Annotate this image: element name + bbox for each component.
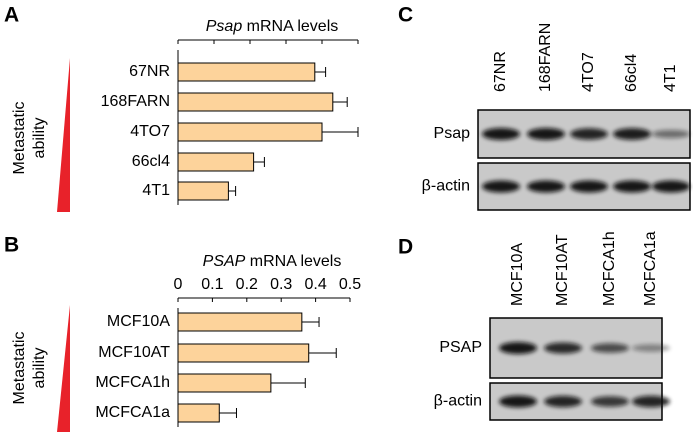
row-label: Psap [434,125,471,142]
panel-letter: D [398,236,413,259]
category-label: MCFCA1a [95,404,170,421]
blot-band [527,180,565,193]
bar [177,343,310,363]
blot-band [652,180,690,193]
bar [177,312,303,332]
bar [177,152,255,172]
row-label: β-actin [422,178,470,195]
gradient-triangle [57,305,70,432]
lane-label: 4TO7 [580,52,597,92]
blot-band [482,180,520,193]
bar [177,122,323,142]
blot-band [499,342,537,354]
x-tick-label: 0.4 [304,276,326,293]
x-tick-label: 0.3 [270,276,292,293]
panel-letter: A [4,4,19,27]
category-label: 168FARN [101,93,170,110]
row-label: PSAP [439,339,482,356]
bar [177,62,316,82]
blot-band [591,343,629,353]
category-label: MCF10AT [98,344,170,361]
gradient-triangle [57,58,70,212]
blot-band [652,129,690,139]
lane-label: MCF10A [509,243,526,306]
lane-label: MCF10AT [554,234,571,306]
y-label-line: ability [31,348,48,389]
panel-letter: B [4,234,19,257]
bar [177,403,220,423]
bar [177,373,272,393]
blot-band [482,128,520,140]
blot-band [613,128,651,140]
y-label: Metastatic ability [11,102,48,175]
lane-label: 168FARN [537,23,554,92]
blot-band [527,128,565,140]
lane-label: MCFCA1a [642,231,659,306]
y-label: Metastatic ability [11,332,48,405]
title-gene: PSAP [203,253,246,270]
x-tick-label: 0 [174,276,183,293]
blot-band [613,180,651,193]
bar [177,92,334,112]
category-label: 66cl4 [132,153,170,170]
chart-title: Psap mRNA levels [206,18,339,35]
y-label-line: Metastatic [11,102,28,175]
blot-band [544,395,582,408]
category-label: MCF10A [107,313,170,330]
x-tick-label: 0.1 [201,276,223,293]
category-label: 4TO7 [130,123,170,140]
blot-band [570,128,608,140]
title-gene: Psap [206,18,243,35]
category-label: 4T1 [142,182,170,199]
blot-band [591,396,629,407]
x-tick-label: 0.2 [236,276,258,293]
lane-label: 67NR [492,51,509,92]
blot-band [544,342,582,354]
panel-letter: C [398,4,413,27]
row-label: β-actin [434,393,482,410]
title-rest: mRNA levels [247,18,339,35]
blot-band [632,344,670,352]
lane-label: MCFCA1h [601,231,618,306]
category-label: MCFCA1h [95,374,170,391]
y-label-line: Metastatic [11,332,28,405]
bar [177,181,229,201]
y-label-line: ability [31,118,48,159]
chart-title: PSAP mRNA levels [203,253,342,270]
lane-label: 4T1 [662,64,679,92]
blot-band [632,395,670,408]
title-rest: mRNA levels [250,253,342,270]
category-label: 67NR [129,63,170,80]
x-tick-label: 0.5 [339,276,361,293]
blot-band [570,180,608,193]
blot-band [499,395,537,408]
lane-label: 66cl4 [623,54,640,92]
